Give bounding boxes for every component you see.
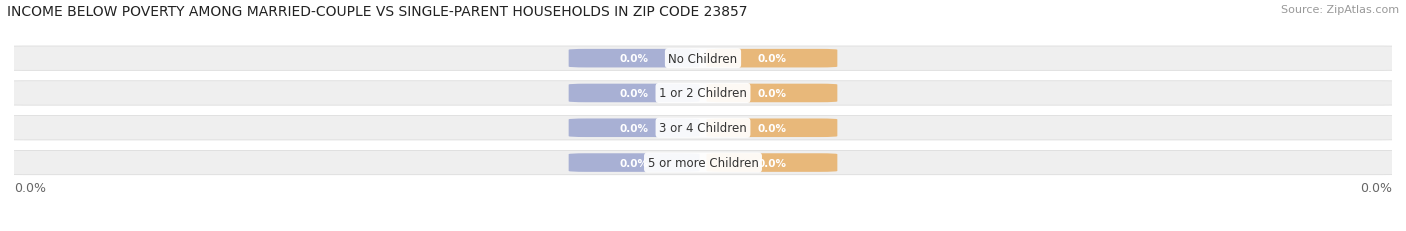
Text: 3 or 4 Children: 3 or 4 Children: [659, 122, 747, 135]
FancyBboxPatch shape: [706, 119, 838, 137]
Text: INCOME BELOW POVERTY AMONG MARRIED-COUPLE VS SINGLE-PARENT HOUSEHOLDS IN ZIP COD: INCOME BELOW POVERTY AMONG MARRIED-COUPL…: [7, 5, 748, 18]
Text: 0.0%: 0.0%: [758, 158, 786, 168]
FancyBboxPatch shape: [706, 154, 838, 172]
Text: 5 or more Children: 5 or more Children: [648, 156, 758, 169]
FancyBboxPatch shape: [0, 47, 1406, 71]
Text: 0.0%: 0.0%: [14, 181, 46, 194]
Text: 0.0%: 0.0%: [758, 88, 786, 99]
Text: 0.0%: 0.0%: [620, 54, 648, 64]
FancyBboxPatch shape: [568, 119, 700, 137]
FancyBboxPatch shape: [0, 82, 1406, 106]
Text: Source: ZipAtlas.com: Source: ZipAtlas.com: [1281, 5, 1399, 15]
FancyBboxPatch shape: [0, 151, 1406, 175]
Text: No Children: No Children: [668, 52, 738, 65]
Text: 0.0%: 0.0%: [1360, 181, 1392, 194]
Text: 0.0%: 0.0%: [758, 123, 786, 133]
Text: 0.0%: 0.0%: [620, 123, 648, 133]
FancyBboxPatch shape: [706, 84, 838, 103]
FancyBboxPatch shape: [568, 84, 700, 103]
Text: 0.0%: 0.0%: [620, 158, 648, 168]
FancyBboxPatch shape: [706, 50, 838, 68]
FancyBboxPatch shape: [0, 116, 1406, 140]
FancyBboxPatch shape: [568, 50, 700, 68]
Text: 0.0%: 0.0%: [758, 54, 786, 64]
FancyBboxPatch shape: [568, 154, 700, 172]
Text: 1 or 2 Children: 1 or 2 Children: [659, 87, 747, 100]
Text: 0.0%: 0.0%: [620, 88, 648, 99]
